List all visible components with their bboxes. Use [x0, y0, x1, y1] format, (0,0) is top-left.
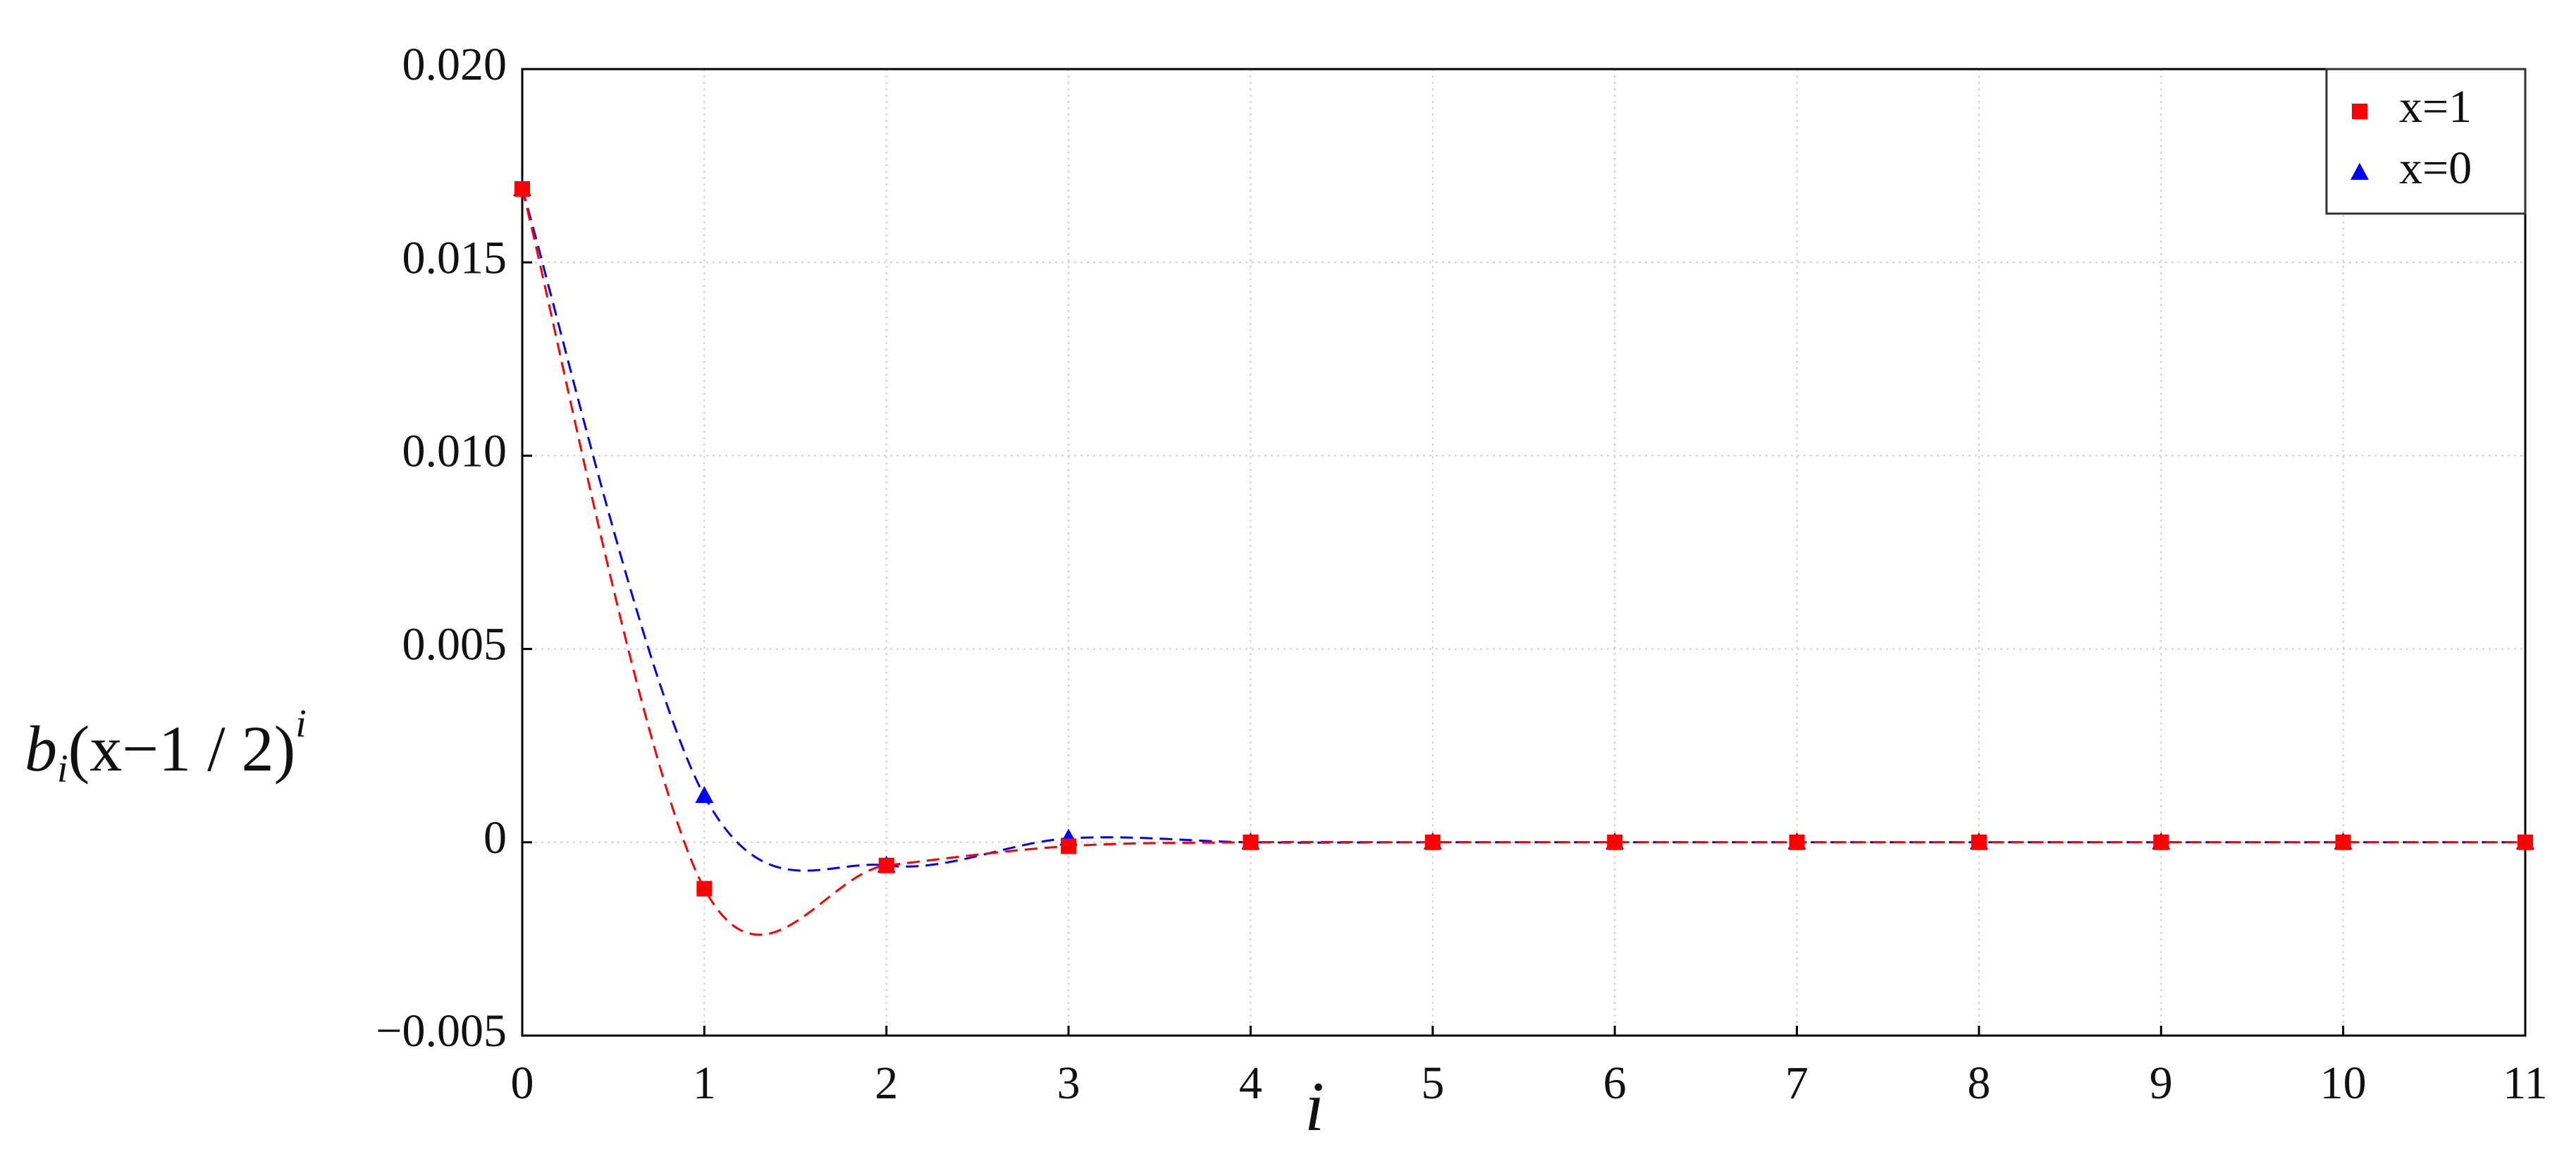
y-tick-label: 0.020 [402, 39, 507, 90]
y-tick-label: 0.005 [402, 619, 507, 670]
legend-marker [2352, 104, 2367, 119]
marker [1243, 834, 1259, 850]
x-tick-label: 11 [2503, 1057, 2548, 1109]
legend-marker [2350, 163, 2369, 180]
marker [696, 880, 713, 897]
y-label-sub: i [57, 747, 68, 791]
y-label-sup: i [295, 702, 307, 746]
x-tick-label: 8 [1967, 1057, 1990, 1109]
series-line [521, 188, 2525, 936]
marker [1789, 834, 1805, 850]
marker [695, 785, 714, 803]
x-tick-label: 10 [2320, 1057, 2367, 1109]
marker [878, 857, 894, 873]
y-tick-label: −0.005 [376, 1005, 507, 1057]
y-tick-label: 0 [483, 812, 507, 864]
x-tick-label: 7 [1785, 1057, 1808, 1109]
marker [1607, 834, 1623, 850]
x-tick-label: 5 [1421, 1057, 1444, 1109]
marker [514, 181, 530, 197]
x-tick-label: 6 [1603, 1057, 1627, 1109]
marker [1424, 834, 1441, 850]
y-axis-label: bi(x−1 / 2)i [25, 702, 307, 791]
plot-frame [521, 68, 2527, 1037]
legend-label: x=1 [2399, 81, 2472, 133]
marker [1061, 838, 1077, 854]
y-label-body: (x−1 / 2) [68, 713, 296, 785]
legend-label: x=0 [2399, 142, 2472, 194]
x-tick-label: 9 [2150, 1057, 2173, 1109]
x-tick-label: 4 [1239, 1057, 1262, 1109]
y-label-base: b [25, 713, 57, 785]
x-axis-label: i [1305, 1067, 1324, 1146]
legend-box [2325, 68, 2527, 215]
marker [2518, 834, 2533, 850]
x-tick-label: 3 [1057, 1057, 1080, 1109]
marker [2153, 834, 2169, 850]
series-line [521, 188, 2525, 872]
x-tick-label: 0 [511, 1057, 534, 1109]
x-tick-label: 2 [875, 1057, 898, 1109]
y-tick-label: 0.015 [402, 232, 507, 283]
marker [1971, 834, 1987, 850]
marker [2335, 834, 2351, 850]
x-tick-label: 1 [693, 1057, 716, 1109]
y-tick-label: 0.010 [402, 426, 507, 477]
